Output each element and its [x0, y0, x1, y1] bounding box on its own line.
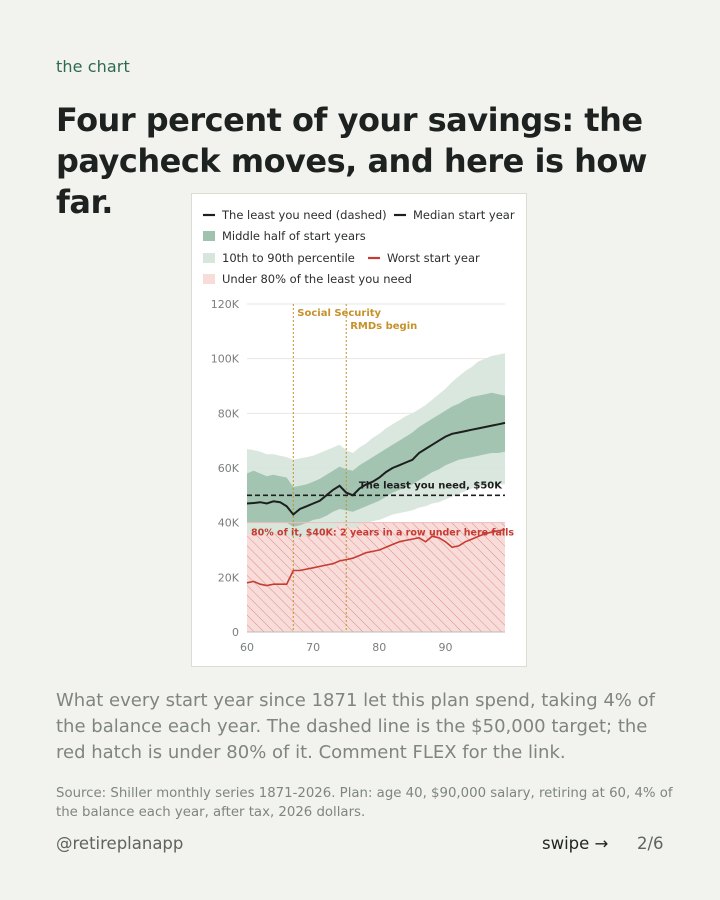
fail-annotation: 80% of it, $40K: 2 years in a row under …: [251, 528, 514, 539]
eyebrow: the chart: [56, 57, 130, 76]
page-title: Four percent of your savings: the payche…: [56, 101, 647, 221]
x-tick-label: 70: [306, 641, 320, 654]
legend-label-p10-90: 10th to 90th percentile: [222, 251, 355, 265]
y-tick-label: 20K: [218, 571, 240, 584]
y-tick-label: 60K: [218, 462, 240, 475]
source-note: Source: Shiller monthly series 1871-2026…: [56, 786, 673, 820]
chart-legend: The least you need (dashed) Median start…: [203, 208, 515, 286]
band-middle-half: [247, 392, 505, 527]
legend-swatch-fail: [203, 274, 215, 284]
legend-label-median: Median start year: [413, 208, 515, 222]
worst-line: [246, 528, 506, 587]
chart-card: The least you need (dashed) Median start…: [191, 193, 527, 667]
y-tick-label: 100K: [211, 353, 240, 366]
event-marker-label: Social Security: [297, 308, 381, 319]
legend-label-fail: Under 80% of the least you need: [222, 272, 412, 286]
y-tick-label: 120K: [211, 298, 240, 311]
account-handle[interactable]: @retireplanapp: [56, 834, 184, 853]
legend-swatch-p10-90: [203, 253, 215, 263]
legend-label-target: The least you need (dashed): [221, 208, 387, 222]
x-tick-label: 90: [438, 641, 452, 654]
body-text: What every start year since 1871 let thi…: [56, 690, 655, 763]
legend-swatch-iqr: [203, 231, 215, 241]
x-tick-label: 80: [372, 641, 386, 654]
x-tick-label: 60: [240, 641, 254, 654]
y-tick-label: 0: [232, 626, 239, 639]
y-tick-label: 80K: [218, 407, 240, 420]
median-line: [246, 421, 506, 516]
event-marker-label: RMDs begin: [350, 321, 417, 332]
fail-zone-hatch: [247, 522, 505, 632]
page-indicator: 2/6: [637, 834, 664, 853]
y-tick-label: 40K: [218, 517, 240, 530]
legend-label-iqr: Middle half of start years: [222, 229, 366, 243]
swipe-hint[interactable]: swipe →: [542, 834, 609, 853]
legend-label-worst: Worst start year: [387, 251, 480, 265]
chart-svg: The least you need (dashed) Median start…: [203, 208, 515, 654]
target-annotation: The least you need, $50K: [359, 480, 503, 491]
